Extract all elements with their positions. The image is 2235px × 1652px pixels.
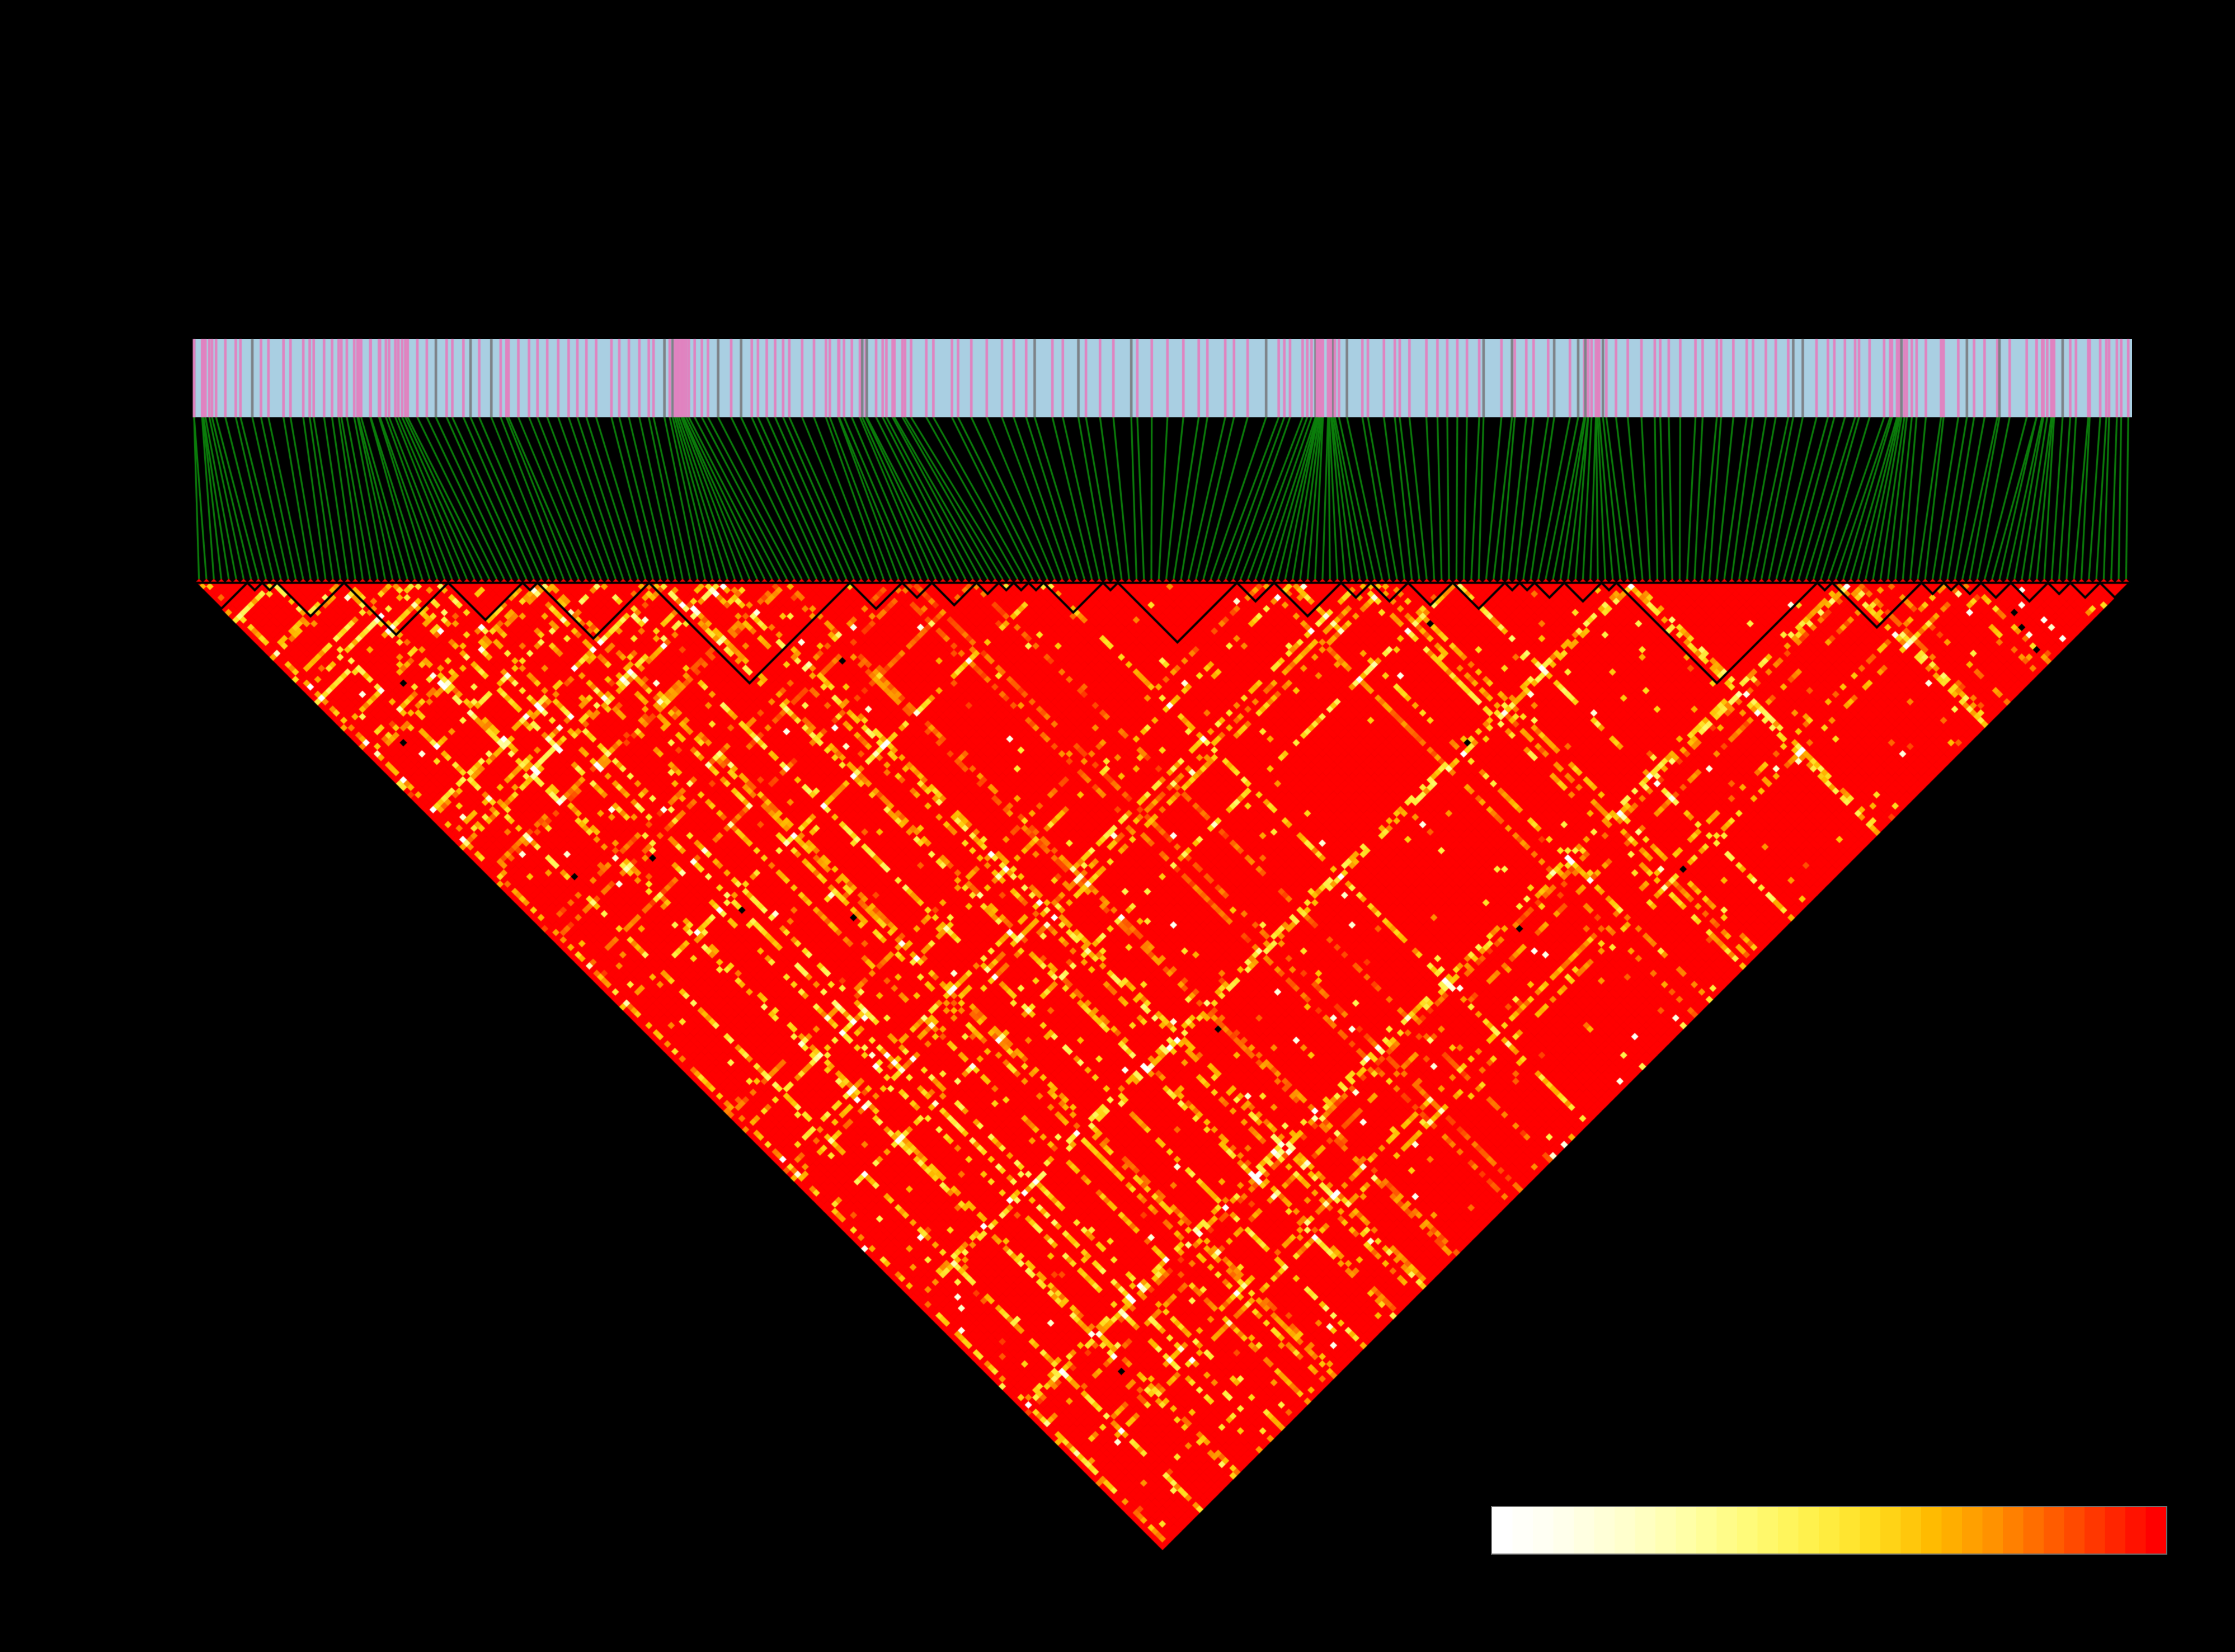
color-key-gradient — [1491, 1506, 2167, 1555]
genomic-map-bar — [194, 339, 2132, 417]
